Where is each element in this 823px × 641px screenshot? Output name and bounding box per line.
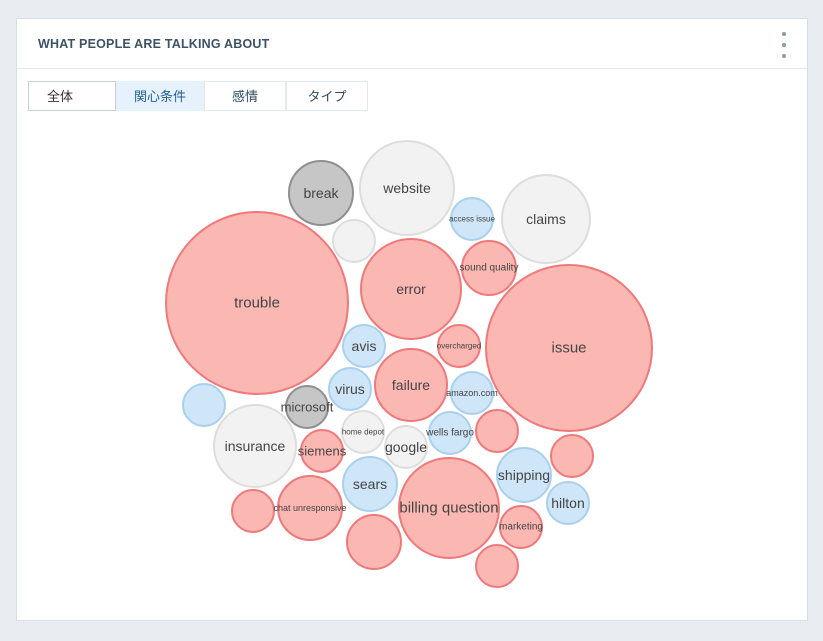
bubble-wells-fargo[interactable] [428, 411, 472, 455]
bubble-label: google [385, 439, 427, 455]
bubble-amazon-com[interactable] [450, 371, 494, 415]
panel-title: WHAT PEOPLE ARE TALKING ABOUT [38, 37, 270, 51]
bubble-failure[interactable] [374, 348, 448, 422]
bubble-unlabeled-29[interactable] [550, 434, 594, 478]
bubble-hilton[interactable] [546, 481, 590, 525]
bubble-unlabeled-28[interactable] [475, 544, 519, 588]
bubble-chat-unresponsive[interactable] [277, 475, 343, 541]
bubble-label: chat unresponsive [273, 503, 346, 513]
bubble-label: break [303, 185, 339, 201]
bubble-sound-quality[interactable] [461, 240, 517, 296]
bubble-insurance[interactable] [213, 404, 297, 488]
bubble-microsoft[interactable] [285, 385, 329, 429]
bubble-virus[interactable] [328, 367, 372, 411]
bubble-avis[interactable] [342, 324, 386, 368]
bubble-label: marketing [499, 522, 543, 533]
bubble-label: microsoft [281, 400, 334, 415]
bubble-marketing[interactable] [499, 505, 543, 549]
tab-interest[interactable]: 関心条件 [116, 81, 204, 111]
bubble-break[interactable] [288, 160, 354, 226]
bubble-issue[interactable] [485, 264, 653, 432]
bubble-label: website [382, 180, 431, 196]
bubble-label: claims [526, 211, 566, 227]
bubble-unlabeled-26[interactable] [346, 514, 402, 570]
bubble-label: hilton [551, 495, 584, 511]
bubble-label: siemens [298, 444, 347, 459]
bubble-label: home depot [342, 428, 385, 437]
bubble-billing-question[interactable] [398, 457, 500, 559]
bubble-label: error [396, 281, 426, 297]
bubble-unlabeled-27[interactable] [475, 409, 519, 453]
bubble-label: overcharged [437, 342, 481, 351]
bubble-google[interactable] [384, 425, 428, 469]
bubble-label: insurance [225, 438, 286, 454]
bubble-access-issue[interactable] [450, 197, 494, 241]
bubble-unlabeled-25[interactable] [231, 489, 275, 533]
kebab-menu-icon[interactable] [777, 32, 791, 58]
panel-header: WHAT PEOPLE ARE TALKING ABOUT [17, 19, 807, 69]
bubble-label: issue [551, 340, 586, 357]
tab-all[interactable]: 全体 [28, 81, 116, 111]
bubble-unlabeled-31[interactable] [332, 219, 376, 263]
tab-sentiment[interactable]: 感情 [204, 81, 286, 111]
bubble-unlabeled-30[interactable] [182, 383, 226, 427]
bubble-label: shipping [498, 467, 550, 483]
bubble-label: sound quality [460, 263, 519, 274]
bubble-label: sears [353, 476, 387, 492]
tab-type[interactable]: タイプ [286, 81, 368, 111]
bubble-label: wells fargo [425, 428, 474, 439]
bubble-siemens[interactable] [300, 429, 344, 473]
bubble-sears[interactable] [342, 456, 398, 512]
bubble-shipping[interactable] [496, 447, 552, 503]
bubble-trouble[interactable] [165, 211, 349, 395]
bubble-label: avis [352, 338, 377, 354]
bubble-label: billing question [399, 500, 498, 517]
bubble-home-depot[interactable] [341, 410, 385, 454]
bubble-label: virus [335, 381, 365, 397]
bubble-claims[interactable] [501, 174, 591, 264]
bubble-website[interactable] [359, 140, 455, 236]
bubble-label: amazon.com [446, 388, 498, 398]
bubble-label: failure [392, 377, 430, 393]
filter-tabs: 全体 関心条件 感情 タイプ [28, 81, 368, 111]
bubble-overcharged[interactable] [437, 324, 481, 368]
bubble-label: access issue [449, 215, 495, 224]
bubble-label: trouble [234, 295, 280, 312]
bubble-error[interactable] [360, 238, 462, 340]
